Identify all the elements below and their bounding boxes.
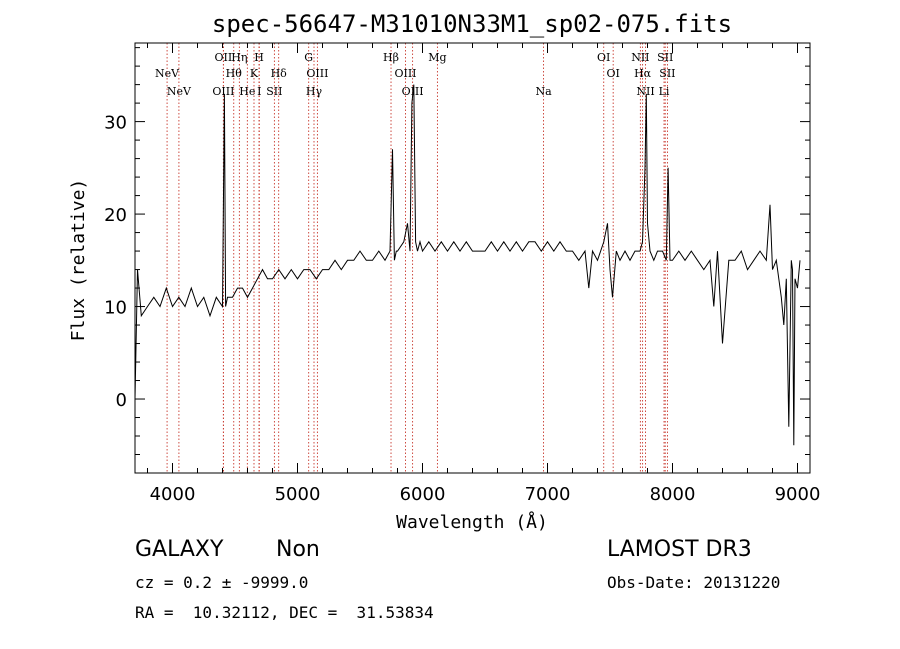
emission-line-label: I — [257, 85, 261, 98]
emission-line-label: OII — [215, 51, 233, 64]
emission-line-label: Hη — [231, 51, 247, 64]
y-tick-label: 10 — [104, 298, 127, 319]
emission-line-label: OIII — [212, 85, 234, 98]
emission-line-label: He — [239, 85, 255, 98]
emission-line-label: NeV — [155, 67, 180, 80]
x-tick-label: 5000 — [275, 484, 321, 505]
plot-frame — [134, 42, 811, 474]
emission-line-label: NII — [631, 51, 649, 64]
emission-line-label: Li — [659, 85, 670, 98]
emission-line-label: OI — [597, 51, 610, 64]
emission-line-label: Hα — [634, 67, 652, 80]
redshift-line: cz = 0.2 ± -9999.0 — [135, 573, 309, 592]
x-tick-label: 6000 — [400, 484, 446, 505]
y-tick-label: 30 — [104, 113, 127, 134]
x-tick-label: 4000 — [150, 484, 196, 505]
emission-line-label: Na — [535, 85, 552, 98]
emission-line-label: OI — [606, 67, 619, 80]
x-tick-label: 8000 — [650, 484, 696, 505]
x-axis-label: Wavelength (Å) — [396, 511, 548, 533]
emission-line-label: SII — [266, 85, 282, 98]
emission-line-label: Hγ — [306, 85, 323, 98]
obs-date: Obs-Date: 20131220 — [607, 573, 781, 592]
object-class: GALAXY — [135, 537, 224, 562]
emission-line-label: Hδ — [271, 67, 288, 80]
y-axis-label: Flux (relative) — [68, 179, 89, 342]
x-tick-label: 7000 — [525, 484, 571, 505]
emission-line-label: OIII — [306, 67, 328, 80]
emission-line-label: Mg — [428, 51, 446, 64]
emission-line-label: G — [304, 51, 313, 64]
emission-line-label: Hβ — [383, 51, 399, 64]
emission-line-label: SII — [659, 67, 675, 80]
emission-line-label: Hθ — [226, 67, 243, 80]
spectrum-line — [134, 84, 801, 446]
emission-line-markers — [166, 43, 668, 473]
emission-line-label: OIII — [394, 67, 416, 80]
x-tick-label: 9000 — [775, 484, 821, 505]
emission-line-labels: NeV NeV OII OIII Hη Hθ He HKI Hδ SII G OIII Hγ Hβ OIII… — [155, 51, 676, 98]
survey-name: LAMOST DR3 — [607, 537, 752, 562]
object-subclass: Non — [276, 537, 320, 562]
emission-line-label: NII — [636, 85, 654, 98]
emission-line-label: NeV — [167, 85, 192, 98]
emission-line-label: SII — [657, 51, 673, 64]
emission-line-label: H — [254, 51, 264, 64]
y-tick-label: 0 — [116, 390, 127, 411]
y-tick-label: 20 — [104, 205, 127, 226]
axis-ticks: 4000 5000 6000 7000 8000 9000 0 10 20 30 — [104, 43, 820, 505]
emission-line-label: K — [250, 67, 259, 80]
coordinates-line: RA = 10.32112, DEC = 31.53834 — [135, 603, 434, 622]
spectrum-series — [134, 84, 801, 446]
chart-title: spec-56647-M31010N33M1_sp02-075.fits — [212, 10, 732, 38]
